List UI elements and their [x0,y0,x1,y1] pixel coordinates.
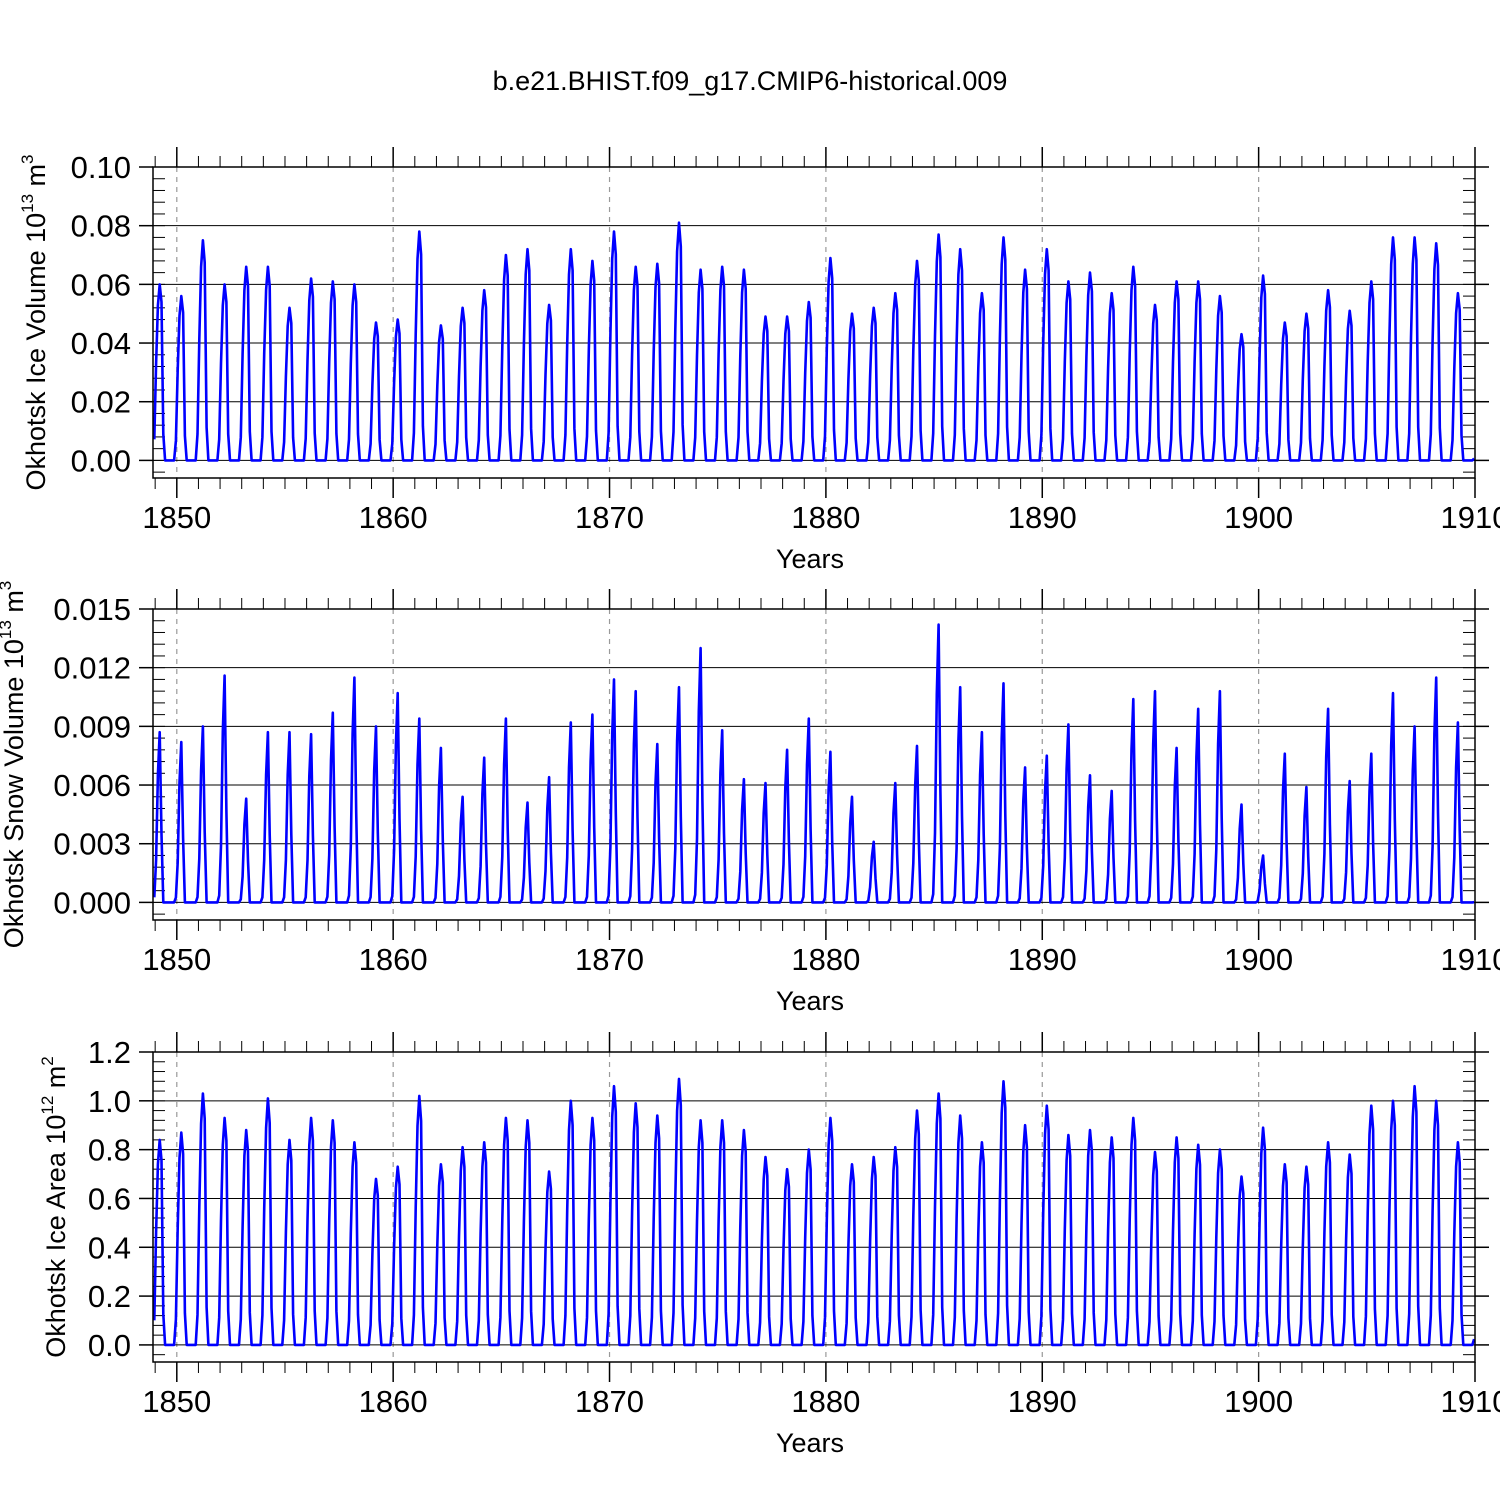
y-tick-label: 0.0 [88,1328,131,1363]
plot-frame [152,166,1476,479]
x-tick-label: 1860 [359,942,428,977]
y-tick-label: 0.015 [53,592,131,627]
y-tick-label: 0.006 [53,768,131,803]
y-tick-label: 0.02 [71,385,131,420]
y-tick-label: 0.04 [71,326,131,361]
y-axis-label: Okhotsk Snow Volume 1013 m3 [0,581,29,949]
figure-title: b.e21.BHIST.f09_g17.CMIP6-historical.009 [493,66,1008,96]
y-tick-label: 0.009 [53,709,131,744]
x-tick-label: 1900 [1224,500,1293,535]
x-tick-label: 1910 [1441,942,1500,977]
chart-panel-3: 0.0 0.2 0.4 0.6 0.8 1.0 1.2 1850 1860 1870 1880 189… [38,1032,1500,1458]
x-tick-label: 1880 [791,500,860,535]
x-tick-label: 1850 [142,500,211,535]
y-axis-label: Okhotsk Ice Volume 1013 m3 [18,154,51,490]
panels: 0.00 0.02 0.04 0.06 0.08 0.10 1850 1860 1870 1880… [0,147,1500,1458]
y-tick-label: 0.10 [71,150,131,185]
y-tick-label: 0.6 [88,1181,131,1216]
chart-panel-1: 0.00 0.02 0.04 0.06 0.08 0.10 1850 1860 1870 1880… [18,147,1500,574]
y-tick-label: 0.00 [71,443,131,478]
x-tick-label: 1850 [142,1384,211,1419]
x-tick-label: 1850 [142,942,211,977]
series-line-1 [153,221,1476,462]
series-line-2 [153,623,1475,904]
x-tick-label: 1900 [1224,1384,1293,1419]
x-axis-label: Years [776,1428,844,1458]
y-tick-label: 0.08 [71,209,131,244]
x-tick-label: 1880 [791,942,860,977]
x-tick-label: 1870 [575,942,644,977]
y-tick-label: 0.000 [53,885,131,920]
x-tick-label: 1910 [1441,1384,1500,1419]
x-tick-label: 1860 [359,1384,428,1419]
x-tick-label: 1860 [359,500,428,535]
chart-panel-2: 0.000 0.003 0.006 0.009 0.012 0.015 1850 1860 18… [0,581,1500,1016]
y-tick-label: 0.2 [88,1279,131,1314]
plot-frame [152,608,1476,921]
x-tick-label: 1870 [575,1384,644,1419]
series-line-3 [153,1077,1476,1347]
y-tick-label: 1.2 [88,1035,131,1070]
y-axis-label: Okhotsk Ice Area 1012 m2 [38,1056,71,1358]
x-axis-label: Years [776,544,844,574]
y-tick-label: 0.8 [88,1133,131,1168]
plot-frame [152,1051,1476,1363]
y-tick-label: 0.012 [53,651,131,686]
x-tick-label: 1890 [1008,942,1077,977]
x-tick-label: 1900 [1224,942,1293,977]
y-tick-label: 1.0 [88,1084,131,1119]
x-tick-label: 1880 [791,1384,860,1419]
x-axis-label: Years [776,986,844,1016]
x-tick-label: 1910 [1441,500,1500,535]
x-tick-label: 1890 [1008,500,1077,535]
x-tick-label: 1890 [1008,1384,1077,1419]
y-tick-label: 0.003 [53,827,131,862]
y-tick-label: 0.06 [71,267,131,302]
x-tick-label: 1870 [575,500,644,535]
y-tick-label: 0.4 [88,1230,131,1265]
